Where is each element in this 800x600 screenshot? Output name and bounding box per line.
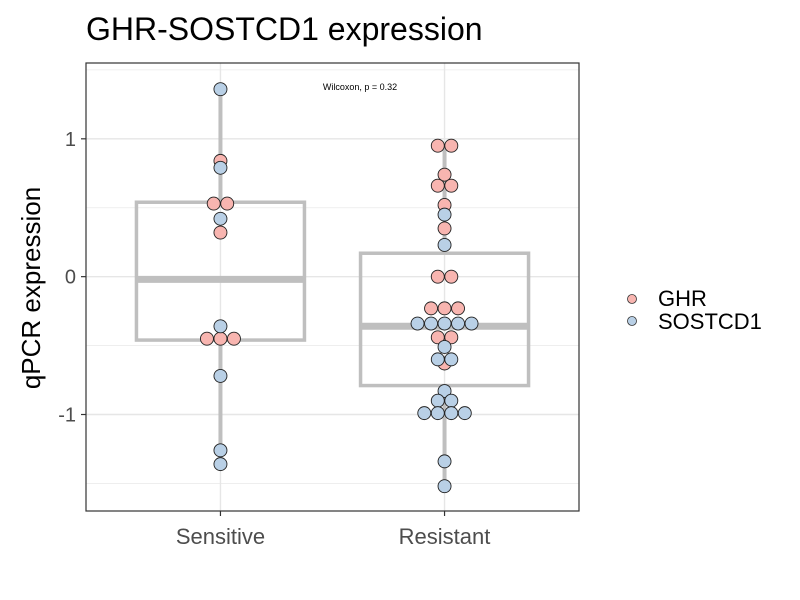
point-sostcd1 <box>410 316 425 331</box>
legend-label-sostcd1: SOSTCD1 <box>658 309 762 334</box>
point-ghr <box>424 301 438 316</box>
point-ghr <box>437 221 452 236</box>
point-sostcd1 <box>213 443 228 458</box>
point-sostcd1 <box>430 393 445 408</box>
point-sostcd1 <box>437 479 452 494</box>
legend: GHR SOSTCD1 <box>627 286 762 334</box>
legend-item-sostcd1: SOSTCD1 <box>627 309 762 334</box>
point-ghr <box>213 225 228 240</box>
point-sostcd1 <box>457 406 472 421</box>
panel-background <box>86 63 579 511</box>
point-ghr <box>213 331 228 346</box>
point-ghr <box>444 330 459 345</box>
point-sostcd1 <box>213 319 228 334</box>
points-layer <box>200 82 479 494</box>
point-ghr <box>430 138 445 153</box>
point-ghr <box>220 196 235 211</box>
point-ghr <box>200 331 214 346</box>
point-sostcd1 <box>417 406 432 421</box>
point-ghr <box>206 196 221 211</box>
legend-item-ghr: GHR <box>627 286 707 311</box>
point-sostcd1 <box>430 352 445 367</box>
point-sostcd1 <box>437 340 452 354</box>
point-ghr <box>437 167 452 182</box>
point-sostcd1 <box>437 207 452 222</box>
point-sostcd1 <box>451 316 465 331</box>
wilcoxon-annotation: Wilcoxon, p = 0.32 <box>323 82 397 92</box>
legend-key-ghr <box>627 294 637 304</box>
y-tick-label: 0 <box>65 267 76 289</box>
point-sostcd1 <box>437 454 452 469</box>
point-ghr <box>451 301 465 316</box>
point-sostcd1 <box>213 160 228 175</box>
point-sostcd1 <box>464 316 479 331</box>
point-sostcd1 <box>437 316 452 331</box>
point-sostcd1 <box>444 406 459 421</box>
point-ghr <box>437 301 452 316</box>
point-sostcd1 <box>424 316 438 331</box>
series-sostcd1 <box>213 82 479 494</box>
point-sostcd1 <box>437 384 452 399</box>
point-ghr <box>430 178 445 193</box>
y-tick-label: 1 <box>65 129 76 151</box>
point-sostcd1 <box>213 368 228 383</box>
point-sostcd1 <box>213 457 228 472</box>
point-ghr <box>430 330 445 345</box>
point-ghr <box>444 178 459 193</box>
panel-border <box>85 62 580 512</box>
x-tick-label: Sensitive <box>176 524 265 549</box>
chart-title: GHR-SOSTCD1 expression <box>86 11 483 47</box>
x-axis: Sensitive Resistant <box>176 511 491 549</box>
y-axis-label: qPCR expression <box>16 187 46 389</box>
point-sostcd1 <box>437 238 452 252</box>
point-sostcd1 <box>213 211 228 226</box>
legend-label-ghr: GHR <box>658 286 707 311</box>
legend-key-sostcd1 <box>627 316 637 326</box>
point-ghr <box>227 331 241 346</box>
plot-panel <box>85 62 580 512</box>
point-ghr <box>430 269 445 284</box>
point-sostcd1 <box>444 393 459 408</box>
point-sostcd1 <box>444 352 459 367</box>
series-ghr <box>200 138 465 371</box>
point-ghr <box>444 138 459 153</box>
point-ghr <box>444 269 459 284</box>
y-tick-label: -1 <box>58 405 76 427</box>
x-tick-label: Resistant <box>399 524 491 549</box>
point-sostcd1 <box>213 82 228 97</box>
y-axis: 1 0 -1 <box>58 129 86 427</box>
point-sostcd1 <box>430 406 445 421</box>
